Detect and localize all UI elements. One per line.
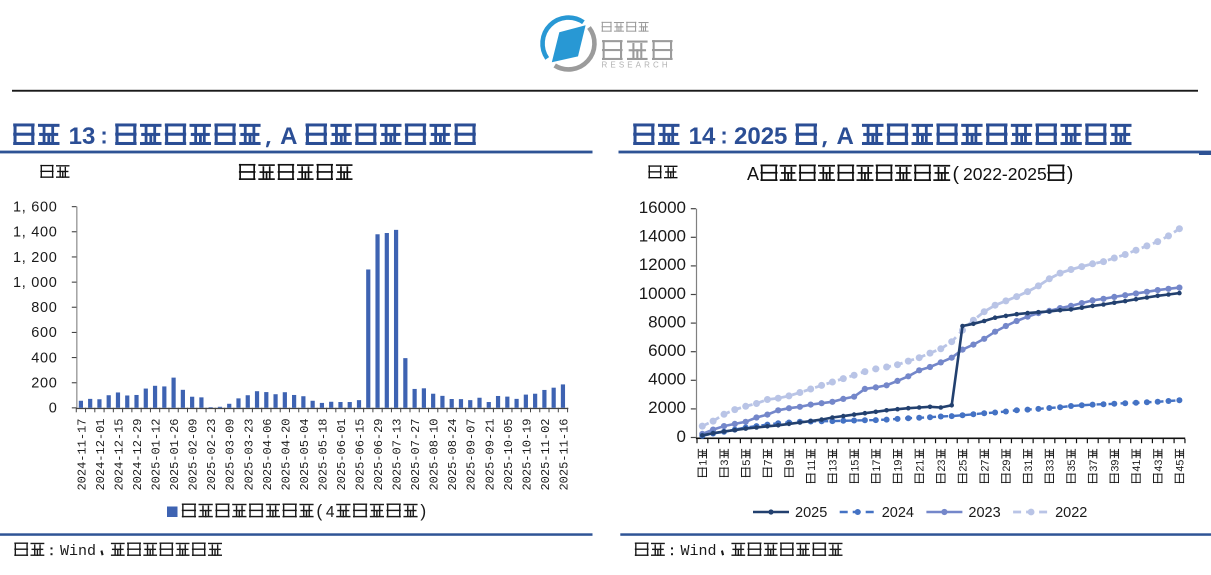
svg-text:2025-02-09: 2025-02-09: [187, 419, 201, 491]
svg-text:0: 0: [49, 401, 58, 417]
svg-text:9: 9: [784, 460, 796, 466]
svg-text:2024-11-17: 2024-11-17: [75, 419, 89, 491]
svg-text:27: 27: [979, 460, 991, 472]
svg-text:31: 31: [1023, 460, 1035, 472]
svg-text:2025-08-10: 2025-08-10: [428, 419, 442, 491]
svg-text:2025-11-02: 2025-11-02: [539, 419, 553, 491]
svg-text:2025-09-21: 2025-09-21: [483, 419, 497, 491]
svg-text:19: 19: [893, 460, 905, 472]
svg-text:2025: 2025: [734, 123, 787, 150]
svg-text:29: 29: [1001, 460, 1013, 472]
svg-text:2024: 2024: [882, 505, 914, 521]
svg-text:400: 400: [31, 350, 57, 366]
svg-text:14000: 14000: [639, 227, 686, 246]
svg-text:35: 35: [1066, 460, 1078, 472]
svg-text:37: 37: [1088, 460, 1100, 472]
svg-text:2025-03-09: 2025-03-09: [224, 419, 238, 491]
svg-text:2025-10-05: 2025-10-05: [502, 419, 516, 491]
svg-text:2025-08-24: 2025-08-24: [446, 419, 460, 491]
svg-text:7: 7: [763, 460, 775, 466]
svg-text:2025-07-13: 2025-07-13: [391, 419, 405, 491]
svg-text:): ): [1067, 163, 1074, 185]
svg-text:45: 45: [1175, 460, 1187, 472]
svg-text:2000: 2000: [648, 398, 686, 417]
svg-text:11: 11: [806, 460, 818, 471]
svg-text:2025-06-29: 2025-06-29: [372, 419, 386, 491]
svg-text:Wind: Wind: [681, 543, 717, 560]
svg-text:1, 600: 1, 600: [13, 200, 58, 216]
svg-text:4: 4: [326, 504, 335, 521]
svg-text:2024-12-15: 2024-12-15: [113, 419, 127, 491]
svg-text:2022: 2022: [1055, 505, 1087, 521]
svg-text:13: 13: [828, 460, 840, 472]
svg-text:8000: 8000: [648, 312, 686, 331]
svg-text:2023: 2023: [968, 505, 1000, 521]
svg-text:39: 39: [1110, 460, 1122, 472]
svg-text:2025-01-12: 2025-01-12: [150, 419, 164, 491]
svg-text:2025-04-20: 2025-04-20: [279, 419, 293, 491]
svg-text:2025-03-23: 2025-03-23: [242, 419, 256, 491]
svg-text:2022-2025: 2022-2025: [963, 164, 1047, 184]
svg-text:2025-06-01: 2025-06-01: [335, 419, 349, 491]
svg-text:(: (: [316, 501, 322, 521]
svg-text:41: 41: [1131, 460, 1143, 472]
svg-text:2024-12-29: 2024-12-29: [131, 419, 145, 491]
svg-text:6000: 6000: [648, 341, 686, 360]
svg-text:800: 800: [31, 300, 57, 316]
svg-text:RESEARCH: RESEARCH: [602, 61, 671, 70]
svg-text:4000: 4000: [648, 370, 686, 389]
svg-text:14: 14: [689, 123, 716, 150]
svg-text:23: 23: [936, 460, 948, 472]
svg-text:2025-09-07: 2025-09-07: [465, 419, 479, 491]
svg-text:1, 000: 1, 000: [13, 275, 58, 291]
svg-text:600: 600: [31, 325, 57, 341]
svg-text:2025-10-19: 2025-10-19: [520, 419, 534, 491]
svg-text:1: 1: [698, 460, 710, 466]
svg-text:A: A: [280, 123, 297, 150]
svg-text:16000: 16000: [639, 198, 686, 217]
svg-text:2025-02-23: 2025-02-23: [205, 419, 219, 491]
svg-text:2024-12-01: 2024-12-01: [94, 419, 108, 491]
svg-text:A: A: [747, 164, 759, 184]
svg-text:(: (: [953, 163, 960, 185]
svg-text:10000: 10000: [639, 284, 686, 303]
svg-text:43: 43: [1153, 460, 1165, 472]
svg-text:A: A: [837, 123, 854, 150]
svg-text:25: 25: [958, 460, 970, 472]
svg-text:2025-11-16: 2025-11-16: [557, 419, 571, 491]
svg-text:2025-01-26: 2025-01-26: [168, 419, 182, 491]
svg-text:12000: 12000: [639, 255, 686, 274]
svg-text:): ): [420, 501, 426, 521]
svg-text:1, 400: 1, 400: [13, 225, 58, 241]
svg-text:0: 0: [677, 427, 686, 446]
svg-text:2025: 2025: [795, 505, 827, 521]
svg-text:17: 17: [871, 460, 883, 472]
svg-text:3: 3: [719, 460, 731, 466]
svg-text:5: 5: [741, 460, 753, 466]
svg-text:Wind: Wind: [60, 543, 96, 560]
svg-text:13: 13: [69, 123, 96, 150]
svg-text:33: 33: [1045, 460, 1057, 472]
svg-text:200: 200: [31, 376, 57, 392]
svg-text:21: 21: [914, 460, 926, 472]
svg-text:2025-06-15: 2025-06-15: [354, 419, 368, 491]
svg-text:2025-04-06: 2025-04-06: [261, 419, 275, 491]
svg-text:1, 200: 1, 200: [13, 250, 58, 266]
svg-text:2025-05-04: 2025-05-04: [298, 419, 312, 491]
svg-text:2025-05-18: 2025-05-18: [316, 419, 330, 491]
svg-text:2025-07-27: 2025-07-27: [409, 419, 423, 491]
svg-text:15: 15: [849, 460, 861, 472]
